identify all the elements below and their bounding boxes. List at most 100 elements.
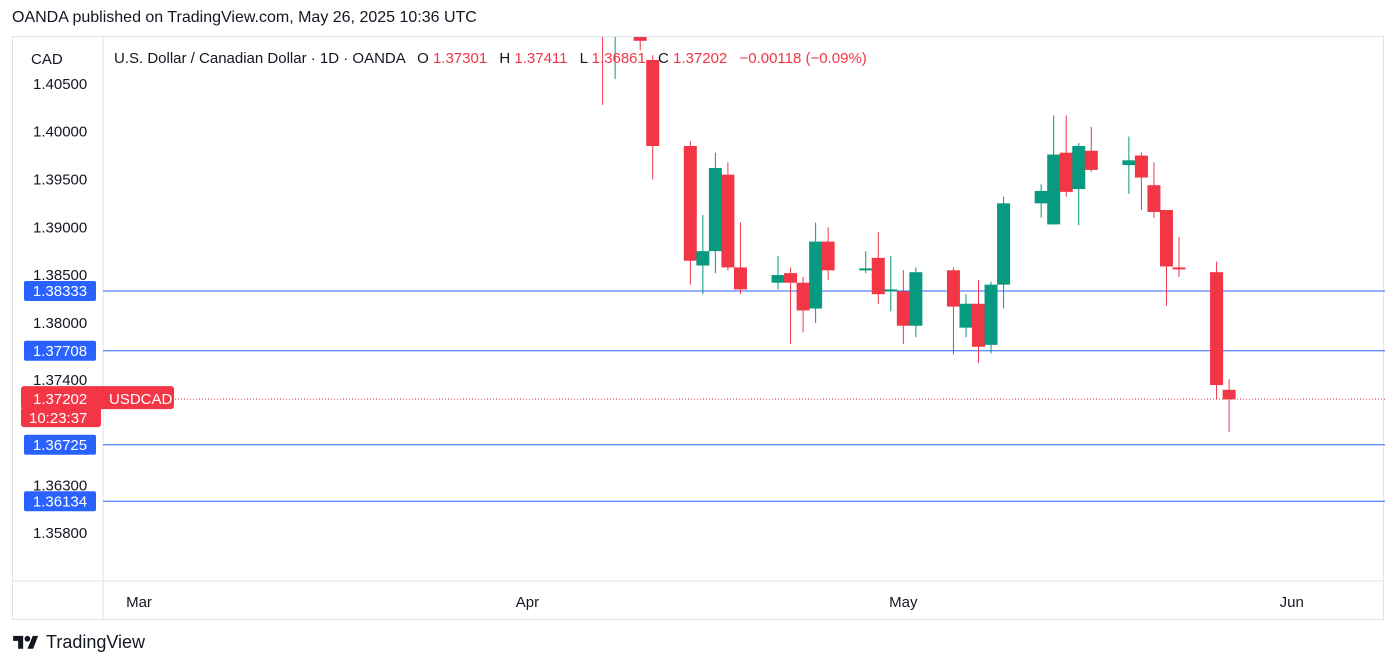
- candle-body: [972, 303, 986, 347]
- candle-body: [909, 272, 923, 326]
- high-label: H: [499, 50, 510, 67]
- candle-body: [884, 289, 898, 292]
- candle-up[interactable]: [696, 214, 710, 295]
- candle-body: [821, 241, 835, 271]
- candle-down[interactable]: [972, 279, 986, 364]
- countdown-label: 10:23:37: [29, 410, 87, 427]
- current-price-badge: [21, 386, 174, 410]
- change-value: −0.00118 (−0.09%): [739, 50, 866, 67]
- candle-up[interactable]: [708, 152, 722, 274]
- countdown-badge: [21, 407, 101, 428]
- candle-up[interactable]: [1122, 136, 1136, 194]
- price-tick-label: 1.35800: [33, 525, 87, 542]
- price-tick-label: 1.38000: [33, 315, 87, 332]
- candle-down[interactable]: [784, 267, 798, 344]
- price-tick-label: 1.40000: [33, 124, 87, 141]
- candle-up[interactable]: [771, 255, 785, 290]
- candle-up[interactable]: [1047, 115, 1061, 225]
- candle-up[interactable]: [1034, 184, 1048, 218]
- price-tick-label: 1.39500: [33, 171, 87, 188]
- candle-down[interactable]: [1172, 236, 1186, 277]
- candle-body: [1147, 185, 1161, 212]
- time-tick-label: May: [889, 594, 918, 611]
- close-label: C: [658, 50, 669, 67]
- price-axis: 1.40500 1.40000 1.39500 1.39000 1.38500 1.380…: [33, 76, 87, 542]
- horizontal-levels: 1.38333 1.37708 1.36725 1.36134: [24, 281, 1385, 512]
- candle-down[interactable]: [796, 276, 810, 333]
- candle-down[interactable]: [683, 141, 697, 285]
- candle-up[interactable]: [809, 222, 823, 323]
- tradingview-brand: TradingView: [46, 632, 146, 652]
- candle-up[interactable]: [884, 255, 898, 312]
- price-tick-label: 1.39000: [33, 219, 87, 236]
- legend-row: U.S. Dollar / Canadian Dollar · 1D · OAN…: [114, 50, 867, 67]
- level-badge-label: 1.38333: [33, 283, 87, 300]
- open-label: O: [417, 50, 429, 67]
- candle-body: [1122, 160, 1136, 166]
- tradingview-footer[interactable]: TradingView: [12, 632, 145, 653]
- candle-down[interactable]: [946, 267, 960, 355]
- candle-down[interactable]: [1147, 162, 1161, 218]
- candle-down[interactable]: [1084, 126, 1098, 172]
- candle-up[interactable]: [909, 267, 923, 338]
- price-tick-label: 1.36300: [33, 477, 87, 494]
- candle-body: [1210, 272, 1224, 386]
- candle-down[interactable]: [821, 227, 835, 280]
- candle-down[interactable]: [721, 162, 735, 271]
- candle-up[interactable]: [1072, 143, 1086, 226]
- candle-body: [784, 273, 798, 283]
- candle-down[interactable]: [646, 55, 660, 180]
- candle-down[interactable]: [733, 222, 747, 295]
- candle-body: [683, 145, 697, 261]
- candle-down[interactable]: [896, 270, 910, 344]
- candle-body: [696, 251, 710, 266]
- level-badge: [24, 340, 96, 361]
- chart-frame: 1.40500 1.40000 1.39500 1.39000 1.38500 1.380…: [12, 36, 1385, 621]
- candle-body: [1172, 267, 1186, 270]
- high-value: 1.37411: [514, 50, 567, 67]
- time-tick-label: Apr: [516, 594, 539, 611]
- candle-up[interactable]: [997, 196, 1011, 309]
- tradingview-logo-icon: [13, 635, 39, 649]
- candle-body: [1047, 154, 1061, 225]
- candle-body: [859, 268, 873, 271]
- level-badge: [24, 281, 96, 302]
- level-badge: [24, 491, 96, 512]
- time-axis: Mar Apr May Jun: [126, 594, 1304, 611]
- time-tick-label: Jun: [1280, 594, 1304, 611]
- symbol-badge-label: USDCAD: [109, 391, 173, 408]
- candle-body: [896, 291, 910, 326]
- level-badge: [24, 434, 96, 455]
- candle-body: [733, 267, 747, 290]
- candle-body: [796, 282, 810, 311]
- candle-body: [1034, 190, 1048, 204]
- price-tick-label: 1.38500: [33, 267, 87, 284]
- candle-down[interactable]: [1159, 210, 1173, 306]
- current-price-marker: 1.37202 USDCAD 10:23:37: [21, 386, 1385, 428]
- open-value: 1.37301: [433, 50, 487, 67]
- low-value: 1.36861: [592, 50, 646, 67]
- publish-caption: OANDA published on TradingView.com, May …: [12, 9, 477, 26]
- candle-up[interactable]: [859, 251, 873, 274]
- level-badge-label: 1.36134: [33, 493, 87, 510]
- currency-label-box: [19, 42, 95, 76]
- candle-down[interactable]: [596, 37, 609, 105]
- close-value: 1.37202: [673, 50, 727, 67]
- candle-down[interactable]: [1059, 115, 1073, 197]
- candlestick-chart[interactable]: 1.40500 1.40000 1.39500 1.39000 1.38500 1.380…: [13, 37, 1385, 621]
- candle-up[interactable]: [959, 294, 973, 338]
- candle-down[interactable]: [871, 232, 885, 304]
- candle-up[interactable]: [609, 37, 622, 80]
- level-badge-label: 1.36725: [33, 437, 87, 454]
- candle-down[interactable]: [1222, 379, 1236, 432]
- candle-down[interactable]: [1134, 152, 1148, 211]
- candle-up[interactable]: [984, 281, 998, 354]
- candle-body: [871, 257, 885, 295]
- candle-down[interactable]: [633, 37, 647, 51]
- candle-body: [984, 284, 998, 345]
- candle-body: [1084, 150, 1098, 170]
- candle-body: [946, 270, 960, 307]
- level-badge-label: 1.37708: [33, 343, 87, 360]
- candle-down[interactable]: [1210, 261, 1224, 400]
- current-price-label: 1.37202: [33, 391, 87, 408]
